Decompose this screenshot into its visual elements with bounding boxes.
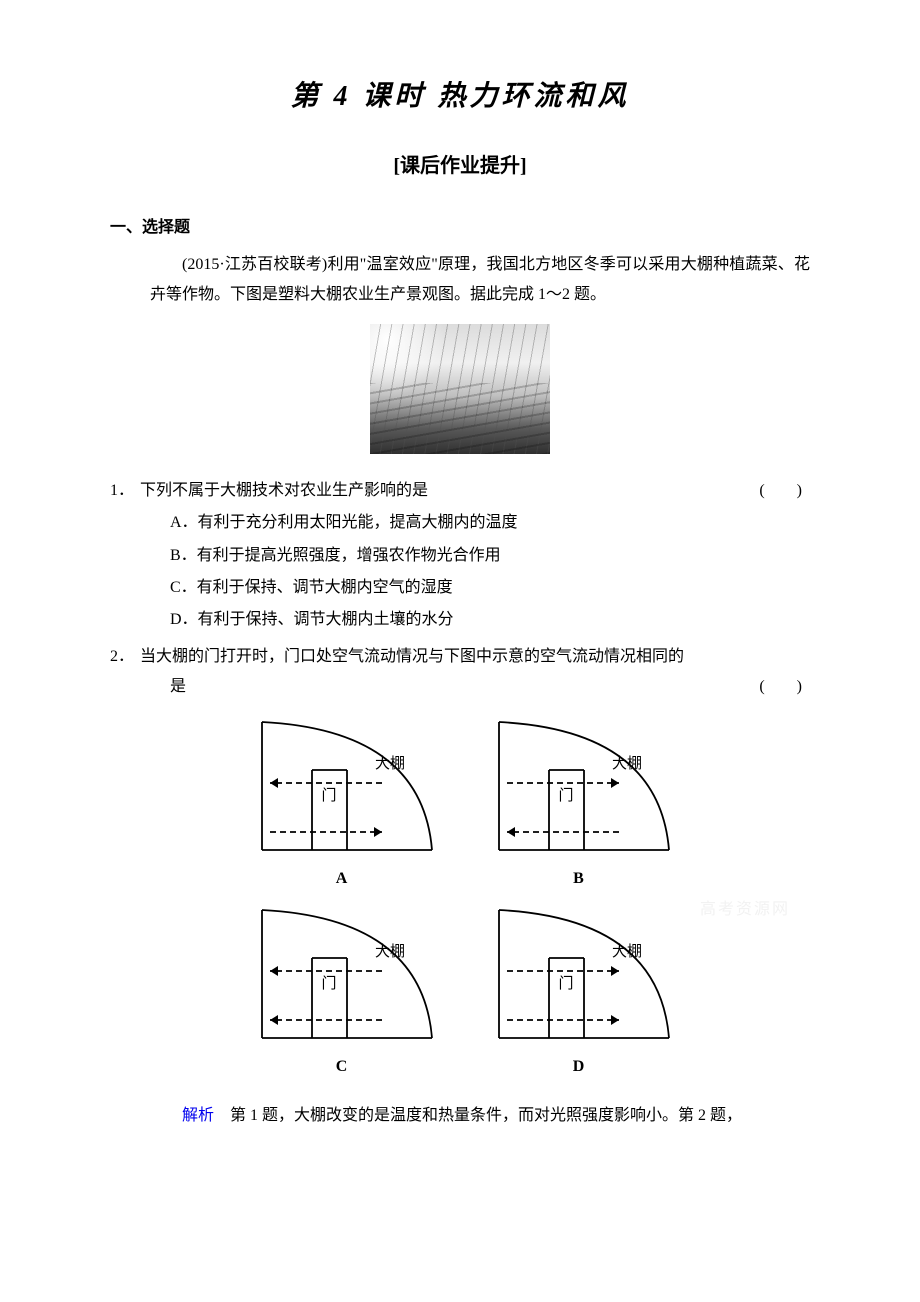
question-number: 2． — [110, 642, 140, 672]
answer-paren: ( ) — [739, 672, 810, 702]
question-2: 2． 当大棚的门打开时，门口处空气流动情况与下图中示意的空气流动情况相同的 是 … — [110, 642, 810, 703]
option-a: A．有利于充分利用太阳光能，提高大棚内的温度 — [170, 508, 810, 538]
question-intro: (2015·江苏百校联考)利用"温室效应"原理，我国北方地区冬季可以采用大棚种植… — [150, 250, 810, 311]
diagram-label: A — [227, 864, 457, 894]
svg-text:门: 门 — [558, 975, 573, 992]
svg-text:大棚: 大棚 — [375, 943, 405, 960]
diagram-grid: 大棚门 A 大棚门 B 大棚门 C 大棚门 D — [110, 710, 810, 1085]
greenhouse-photo-wrap — [110, 324, 810, 465]
question-number: 1． — [110, 476, 140, 506]
diagram-label: C — [227, 1052, 457, 1082]
svg-text:大棚: 大棚 — [612, 943, 642, 960]
section-heading: 一、选择题 — [110, 213, 810, 243]
diagram-c: 大棚门 C — [227, 898, 457, 1085]
answer-paren: ( ) — [739, 476, 810, 506]
option-c: C．有利于保持、调节大棚内空气的湿度 — [170, 573, 810, 603]
svg-text:大棚: 大棚 — [375, 755, 405, 772]
diagram-b: 大棚门 B — [464, 710, 694, 897]
svg-text:门: 门 — [321, 787, 336, 804]
svg-text:大棚: 大棚 — [612, 755, 642, 772]
analysis-text: 第 1 题，大棚改变的是温度和热量条件，而对光照强度影响小。第 2 题， — [214, 1107, 742, 1124]
diagram-d: 大棚门 D — [464, 898, 694, 1085]
option-d: D．有利于保持、调节大棚内土壤的水分 — [170, 605, 810, 635]
option-b: B．有利于提高光照强度，增强农作物光合作用 — [170, 541, 810, 571]
analysis-tag: 解析 — [182, 1107, 214, 1124]
question-stem: 当大棚的门打开时，门口处空气流动情况与下图中示意的空气流动情况相同的 — [140, 642, 810, 672]
question-stem: 下列不属于大棚技术对农业生产影响的是 — [140, 476, 739, 506]
lesson-title: 第 4 课时 热力环流和风 — [110, 70, 810, 123]
diagram-svg-c: 大棚门 — [242, 898, 442, 1048]
diagram-a: 大棚门 A — [227, 710, 457, 897]
question-1: 1． 下列不属于大棚技术对农业生产影响的是 ( ) — [110, 476, 810, 506]
diagram-svg-d: 大棚门 — [479, 898, 679, 1048]
diagram-svg-b: 大棚门 — [479, 710, 679, 860]
question-1-options: A．有利于充分利用太阳光能，提高大棚内的温度 B．有利于提高光照强度，增强农作物… — [170, 508, 810, 636]
greenhouse-photo — [370, 324, 550, 454]
analysis-paragraph: 解析 第 1 题，大棚改变的是温度和热量条件，而对光照强度影响小。第 2 题， — [150, 1101, 810, 1131]
svg-text:门: 门 — [321, 975, 336, 992]
diagram-label: B — [464, 864, 694, 894]
diagram-label: D — [464, 1052, 694, 1082]
svg-text:门: 门 — [558, 787, 573, 804]
question-stem-tail: 是 — [170, 672, 186, 702]
lesson-subtitle: [课后作业提升] — [110, 147, 810, 185]
diagram-svg-a: 大棚门 — [242, 710, 442, 860]
